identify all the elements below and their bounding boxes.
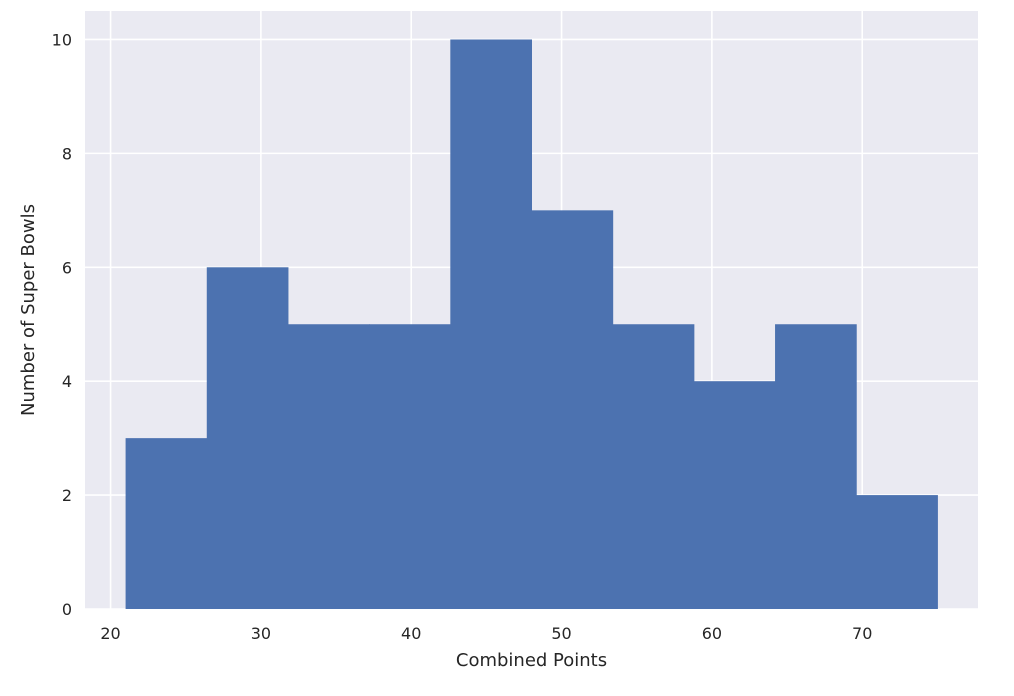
- y-tick-label: 8: [62, 144, 72, 163]
- histogram-bar: [693, 381, 776, 609]
- histogram-bar: [206, 267, 289, 609]
- x-tick-label: 60: [702, 624, 722, 643]
- x-axis-ticks: 20 30 40 50 60 70: [100, 624, 872, 643]
- y-tick-label: 2: [62, 486, 72, 505]
- x-tick-label: 30: [251, 624, 271, 643]
- histogram-bar: [450, 39, 532, 609]
- y-tick-label: 0: [62, 600, 72, 619]
- y-axis-title: Number of Super Bowls: [18, 204, 39, 416]
- histogram-bar: [775, 324, 857, 609]
- histogram-bar: [125, 438, 208, 609]
- x-tick-label: 50: [551, 624, 571, 643]
- histogram-bar: [612, 324, 695, 609]
- x-axis-title: Combined Points: [456, 650, 607, 671]
- x-tick-label: 70: [852, 624, 872, 643]
- y-axis-ticks: 0 2 4 6 8 10: [52, 30, 72, 619]
- histogram-bar: [287, 324, 370, 609]
- histogram-bar: [856, 495, 938, 609]
- y-tick-label: 10: [52, 30, 72, 49]
- histogram-bar: [369, 324, 451, 609]
- x-tick-label: 20: [100, 624, 120, 643]
- y-tick-label: 6: [62, 258, 72, 277]
- histogram-bar: [531, 210, 614, 610]
- y-tick-label: 4: [62, 372, 72, 391]
- x-tick-label: 40: [401, 624, 421, 643]
- histogram-bars: [125, 39, 938, 610]
